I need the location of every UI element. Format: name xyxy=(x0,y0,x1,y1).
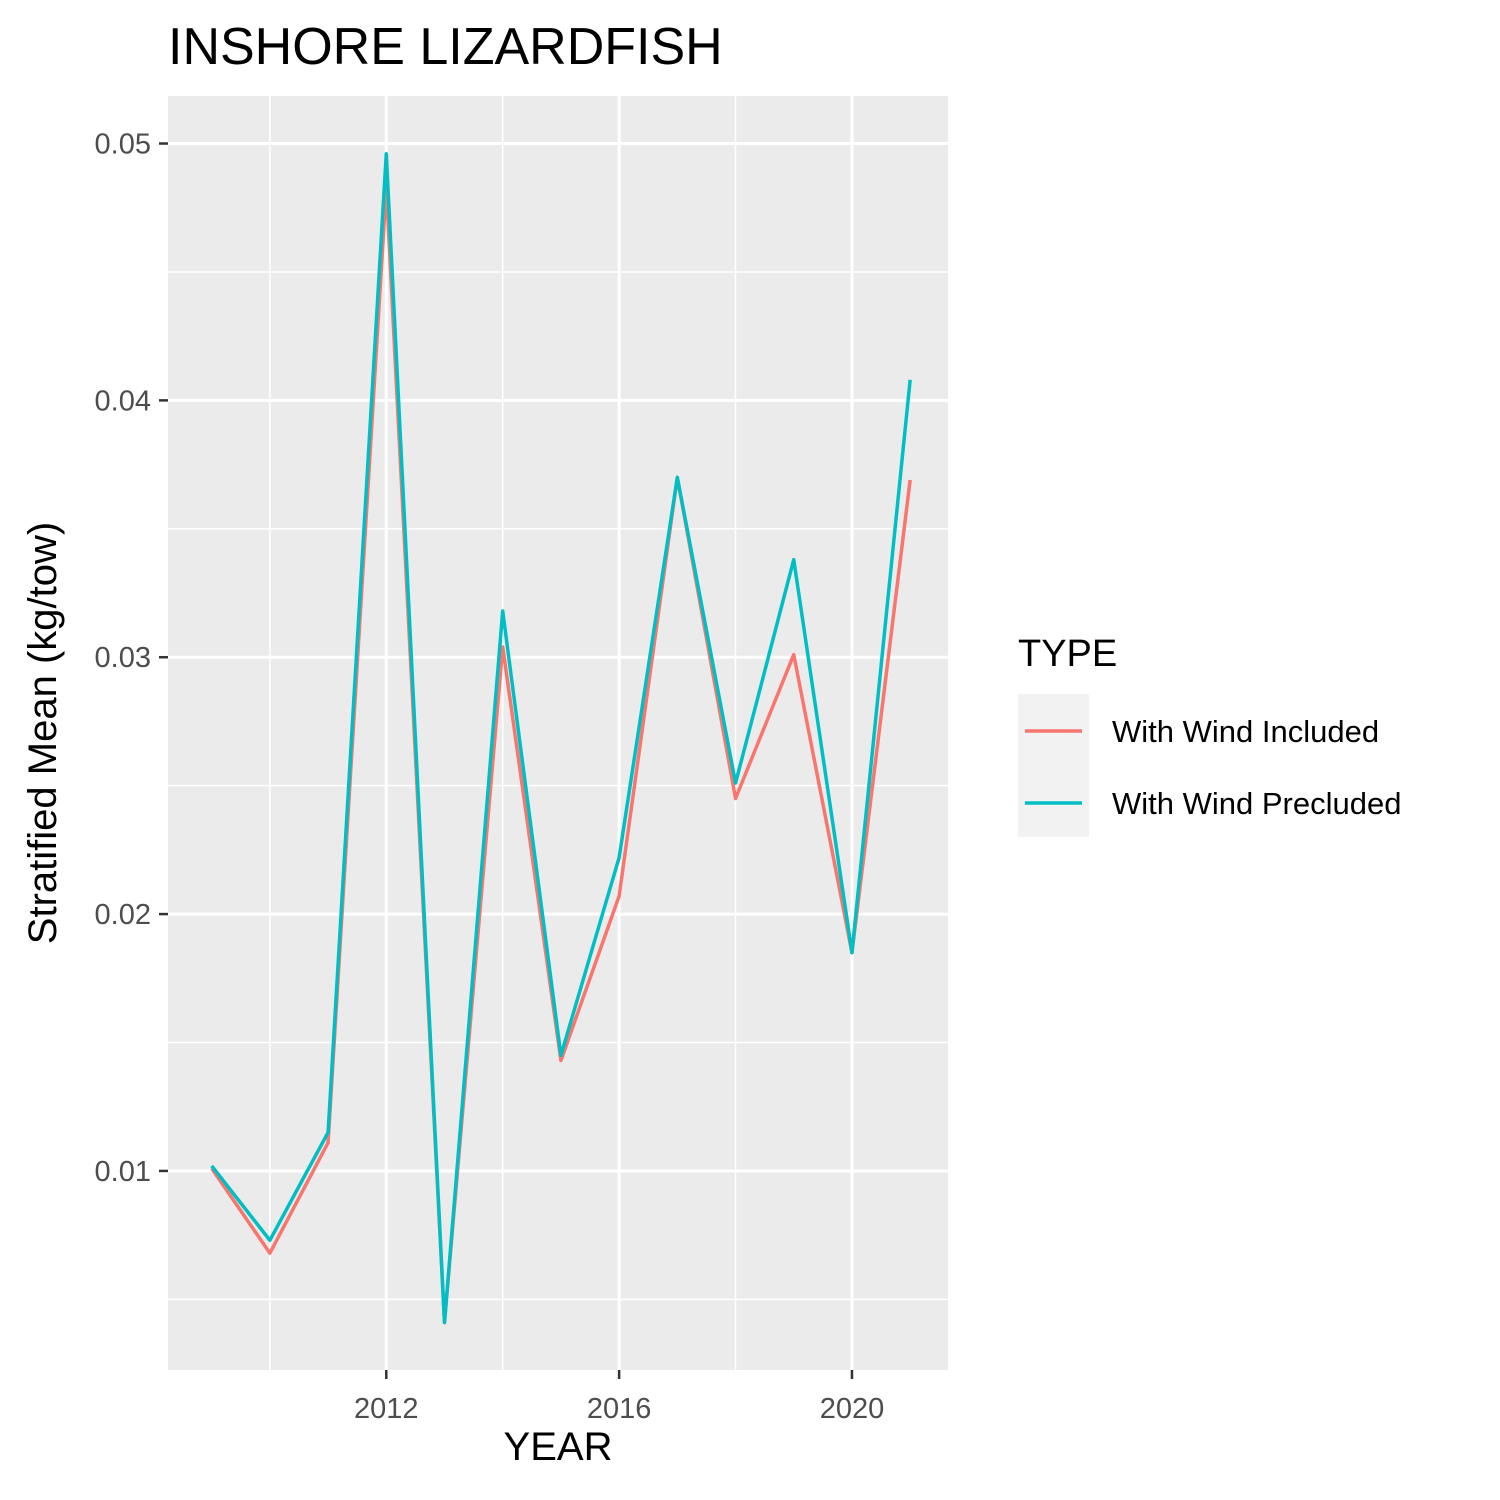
series-line-1 xyxy=(210,185,912,1325)
series-line-2 xyxy=(210,152,912,1325)
minor-gridlines xyxy=(168,96,948,1370)
y-tick-label: 0.03 xyxy=(95,642,151,674)
legend-label-2: With Wind Precluded xyxy=(1112,786,1401,821)
x-tick-label: 2016 xyxy=(587,1393,652,1425)
x-tick-label: 2012 xyxy=(354,1393,419,1425)
y-axis-tick-labels: 0.01 0.02 0.03 0.04 0.05 xyxy=(95,129,151,1188)
legend-key-background xyxy=(1018,694,1089,837)
x-tick-label: 2020 xyxy=(820,1393,885,1425)
x-axis-tick-labels: 2012 2016 2020 xyxy=(354,1393,884,1425)
y-axis-title: Stratified Mean (kg/tow) xyxy=(21,522,65,944)
plot-panel xyxy=(168,96,948,1370)
y-tick-label: 0.04 xyxy=(95,385,151,417)
x-axis-title: YEAR xyxy=(504,1425,613,1469)
legend-title: TYPE xyxy=(1018,633,1117,675)
series-lines xyxy=(210,152,912,1325)
y-tick-label: 0.02 xyxy=(95,899,151,931)
chart-title: INSHORE LIZARDFISH xyxy=(168,18,723,76)
major-gridlines xyxy=(168,96,948,1370)
axis-ticks xyxy=(159,142,854,1379)
y-tick-label: 0.05 xyxy=(95,129,151,161)
legend-label-1: With Wind Included xyxy=(1112,714,1379,749)
legend: TYPE With Wind Included With Wind Preclud… xyxy=(1018,633,1401,837)
y-tick-label: 0.01 xyxy=(95,1156,151,1188)
